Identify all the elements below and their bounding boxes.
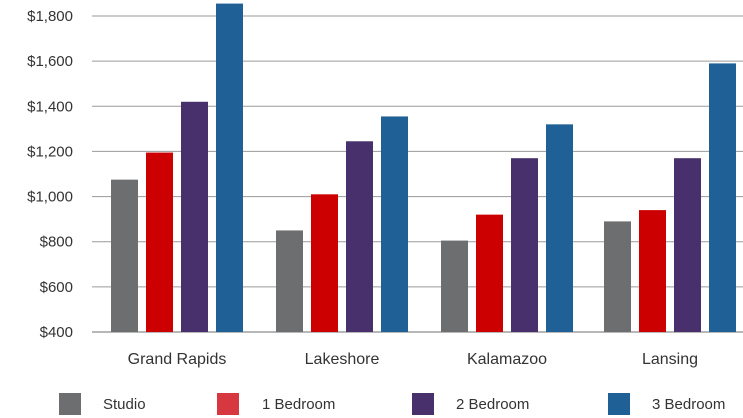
x-category-label: Lakeshore (305, 351, 380, 368)
bar-2-bedroom (346, 141, 373, 332)
y-axis-tick-labels: $400 $600 $800 $1,000 $1,200 $1,400 $1,600 $1,8… (27, 8, 73, 341)
bar-1-bedroom (146, 152, 173, 332)
legend-swatch (412, 393, 434, 415)
bar-studio (441, 240, 468, 332)
bar-2-bedroom (674, 158, 701, 332)
bar-2-bedroom (181, 101, 208, 333)
y-tick-label: $1,400 (27, 98, 73, 115)
bar-3-bedroom (216, 3, 243, 332)
x-category-label: Grand Rapids (128, 351, 227, 368)
bar-3-bedroom (546, 124, 573, 332)
bar-3-bedroom (381, 116, 408, 332)
bar-1-bedroom (639, 210, 666, 332)
bar-2-bedroom (511, 158, 538, 332)
legend-label: Studio (103, 396, 146, 413)
bar-studio (604, 221, 631, 332)
legend-label: 2 Bedroom (456, 396, 529, 413)
legend-label: 3 Bedroom (652, 396, 725, 413)
legend-label: 1 Bedroom (262, 396, 335, 413)
y-tick-label: $1,800 (27, 8, 73, 25)
x-category-label: Lansing (642, 351, 698, 368)
legend: Studio 1 Bedroom 2 Bedroom 3 Bedroom (59, 393, 725, 415)
bar-3-bedroom (709, 63, 736, 333)
x-category-label: Kalamazoo (467, 351, 547, 368)
bar-studio (276, 230, 303, 332)
bar-group (111, 3, 736, 333)
bar-studio (111, 179, 138, 332)
legend-swatch (59, 393, 81, 415)
x-axis-category-labels: Grand Rapids Lakeshore Kalamazoo Lansing (128, 351, 698, 368)
y-tick-label: $1,000 (27, 189, 73, 206)
y-tick-label: $1,600 (27, 53, 73, 70)
y-tick-label: $800 (40, 234, 73, 251)
legend-swatch (217, 393, 239, 415)
y-tick-label: $400 (40, 324, 73, 341)
y-tick-label: $600 (40, 279, 73, 296)
legend-swatch (608, 393, 630, 415)
bar-1-bedroom (476, 214, 503, 332)
y-tick-label: $1,200 (27, 143, 73, 160)
bar-1-bedroom (311, 194, 338, 332)
